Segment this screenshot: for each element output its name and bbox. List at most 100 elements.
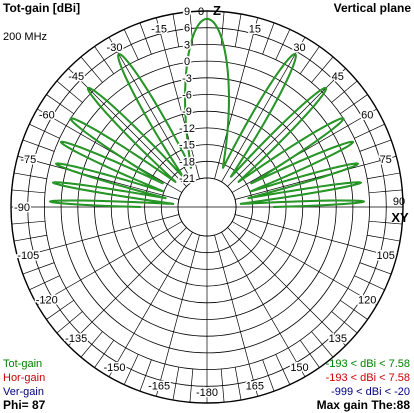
plane-title: Vertical plane [333, 1, 411, 15]
grid-spoke [231, 221, 377, 306]
angle-tick-label: 60 [361, 110, 373, 122]
grid-spoke [80, 331, 103, 358]
grid-spoke [275, 354, 291, 385]
grid-spoke [339, 299, 368, 320]
grid-spoke [189, 368, 194, 403]
angle-tick-label: 105 [377, 250, 395, 262]
angle-tick-label: 0 [198, 6, 204, 18]
quantity-title: Tot-gain [dBi] [3, 1, 81, 15]
grid-spoke [331, 311, 358, 334]
grid-layer [10, 10, 404, 404]
grid-spoke [11, 220, 46, 225]
grid-spoke [359, 139, 392, 152]
grid-spoke [172, 367, 180, 401]
grid-spoke [214, 234, 259, 397]
angle-tick-label: 90 [393, 196, 405, 208]
legend-ver-gain-label: Ver-gain [3, 386, 44, 398]
grid-spoke [299, 339, 320, 368]
xy-axis-label: XY [391, 210, 409, 225]
angle-tick-label: 165 [246, 381, 264, 393]
grid-spoke [331, 80, 358, 103]
hor-gain-trace [48, 18, 366, 208]
grid-spoke [94, 339, 115, 368]
z-axis-label: Z [213, 3, 221, 18]
grid-spoke [367, 172, 401, 180]
grid-spoke [234, 367, 242, 401]
grid-spoke [368, 189, 403, 194]
grid-spoke [46, 299, 75, 320]
legend-hor-gain-range: -193 < dBi < 7.58 [325, 372, 410, 384]
angle-tick-label: -90 [14, 202, 30, 214]
radial-tick-label: -21 [179, 173, 195, 185]
grid-spoke [172, 13, 180, 47]
angle-tick-label: 75 [380, 154, 392, 166]
grid-spoke [262, 22, 275, 55]
radial-tick-label: -12 [179, 123, 195, 135]
angle-tick-label: -30 [107, 42, 123, 54]
angle-tick-label: 150 [290, 362, 308, 374]
angle-tick-label: -135 [65, 333, 87, 345]
radial-tick-label: 0 [184, 56, 190, 68]
grid-spoke [56, 311, 83, 334]
angle-tick-label: -150 [103, 362, 125, 374]
grid-spoke [123, 354, 139, 385]
angle-tick-label: -105 [17, 250, 39, 262]
radial-tick-label: 6 [184, 23, 190, 35]
grid-spoke [22, 139, 55, 152]
angle-tick-label: 135 [329, 333, 347, 345]
grid-spoke [354, 123, 385, 139]
grid-spoke [227, 227, 346, 346]
radial-tick-label: 3 [184, 39, 190, 51]
legend-ver-gain-range: -999 < dBi < -20 [331, 386, 410, 398]
grid-spoke [123, 29, 139, 60]
grid-spoke [214, 17, 259, 180]
radial-tick-label: -3 [182, 73, 192, 85]
angle-tick-label: 15 [249, 23, 261, 35]
angle-tick-label: -15 [151, 23, 167, 35]
angle-tick-label: -165 [148, 381, 170, 393]
grid-spoke [139, 22, 152, 55]
grid-spoke [11, 189, 46, 194]
grid-spoke [29, 275, 60, 291]
data-layer [48, 17, 366, 208]
grid-spoke [234, 214, 397, 259]
grid-spoke [139, 359, 152, 392]
grid-spoke [13, 172, 47, 180]
grid-spoke [275, 29, 291, 60]
radial-tick-label: -15 [179, 140, 195, 152]
grid-spoke [221, 231, 306, 377]
angle-tick-label: 30 [293, 42, 305, 54]
grid-spoke [68, 227, 187, 346]
grid-spoke [80, 56, 103, 83]
grid-spoke [108, 37, 193, 183]
grid-spoke [354, 275, 385, 291]
grid-spoke [299, 46, 320, 75]
grid-spoke [262, 359, 275, 392]
grid-spoke [17, 155, 180, 200]
angle-tick-label: 45 [332, 71, 344, 83]
grid-spoke [234, 155, 397, 200]
angle-tick-label: 120 [358, 295, 376, 307]
grid-spoke [367, 234, 401, 242]
grid-spoke [22, 262, 55, 275]
grid-spoke [221, 37, 306, 183]
grid-spoke [94, 46, 115, 75]
angle-tick-label: -75 [20, 154, 36, 166]
max-gain-readout: Max gain The:88 [316, 398, 410, 412]
radial-tick-label: -18 [179, 156, 195, 168]
radial-tick-label: 9 [184, 6, 190, 18]
grid-spoke [108, 231, 193, 377]
grid-spoke [37, 221, 183, 306]
grid-spoke [155, 234, 200, 397]
grid-spoke [29, 123, 60, 139]
angle-tick-label: -120 [36, 295, 58, 307]
phi-readout: Phi= 87 [3, 398, 46, 412]
grid-spoke [56, 80, 83, 103]
angle-tick-label: -60 [39, 110, 55, 122]
legend-tot-gain-range: -193 < dBi < 7.58 [325, 358, 410, 370]
grid-spoke [13, 234, 47, 242]
grid-spoke [234, 13, 242, 47]
frequency-label: 200 MHz [3, 31, 48, 43]
